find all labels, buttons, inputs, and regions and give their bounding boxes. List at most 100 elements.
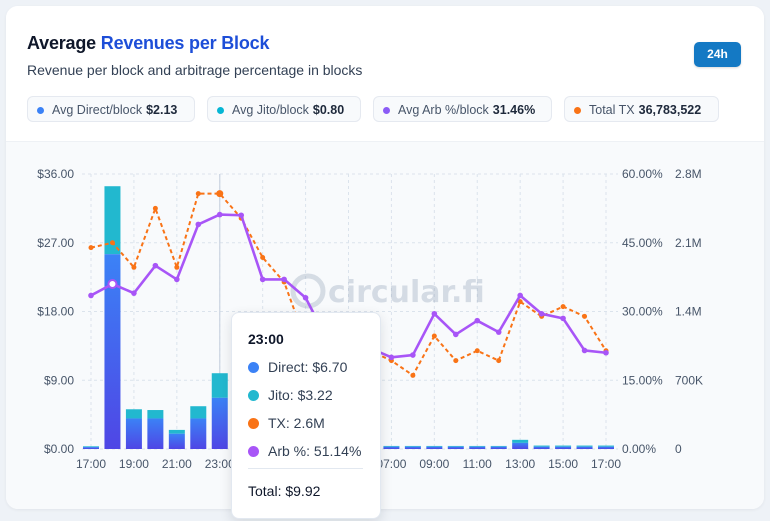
point-arb[interactable]	[495, 329, 502, 335]
bar-jito[interactable]	[190, 406, 207, 419]
bar-jito[interactable]	[83, 446, 99, 448]
bar-direct[interactable]	[512, 442, 529, 449]
y-tick-right-tx: 0	[675, 442, 682, 456]
stat-avg-arb: Avg Arb %/block 31.46%	[373, 96, 552, 122]
bar-direct[interactable]	[190, 418, 207, 449]
x-tick: 17:00	[591, 457, 621, 471]
point-arb[interactable]	[538, 310, 545, 317]
chart-title: Average Revenues per Block	[27, 33, 270, 53]
point-tx[interactable]	[260, 254, 266, 260]
point-arb[interactable]	[603, 349, 609, 356]
bar-jito[interactable]	[125, 409, 142, 419]
arb-dot-icon	[383, 107, 390, 114]
time-range-button[interactable]: 24h	[694, 42, 741, 67]
bar-direct[interactable]	[598, 446, 614, 449]
bar-jito[interactable]	[555, 445, 572, 447]
point-tx[interactable]	[431, 333, 437, 339]
stat-avg-direct: Avg Direct/block $2.13	[27, 96, 195, 122]
point-arb[interactable]	[474, 317, 481, 324]
point-arb[interactable]	[88, 292, 94, 299]
point-arb[interactable]	[452, 331, 459, 338]
point-tx[interactable]	[174, 264, 180, 270]
bar-jito[interactable]	[147, 410, 164, 419]
y-tick-left: $27.00	[37, 236, 74, 250]
bar-jito[interactable]	[533, 445, 550, 447]
y-tick-right-pct: 45.00%	[622, 236, 663, 250]
bar-direct[interactable]	[383, 446, 400, 449]
bar-jito[interactable]	[447, 445, 464, 447]
point-tx[interactable]	[560, 304, 566, 310]
bar-jito[interactable]	[576, 445, 593, 447]
bar-jito[interactable]	[211, 373, 228, 398]
chart-tooltip: 23:00 Direct: $6.70 Jito: $3.22 TX: 2.6M…	[231, 312, 381, 519]
point-tx[interactable]	[474, 348, 480, 354]
point-arb[interactable]	[238, 212, 245, 219]
bar-direct[interactable]	[490, 446, 507, 449]
point-tx[interactable]	[410, 372, 416, 378]
bar-direct[interactable]	[555, 446, 572, 449]
bar-jito[interactable]	[426, 445, 443, 447]
point-tx[interactable]	[195, 191, 201, 197]
y-tick-right-pct: 30.00%	[622, 305, 663, 319]
point-arb[interactable]	[174, 276, 180, 283]
y-tick-left: $9.00	[44, 373, 74, 387]
point-arb[interactable]	[410, 352, 416, 358]
tooltip-total: Total: $9.92	[248, 483, 321, 499]
tooltip-jito: Jito: $3.22	[248, 386, 333, 404]
point-arb[interactable]	[431, 310, 438, 317]
watermark: circular.fi	[290, 273, 485, 310]
bar-jito[interactable]	[469, 445, 486, 447]
point-arb[interactable]	[195, 221, 202, 228]
point-arb[interactable]	[152, 262, 159, 269]
bar-direct[interactable]	[104, 254, 121, 449]
bar-jito[interactable]	[168, 429, 185, 434]
point-tx[interactable]	[496, 358, 502, 364]
tooltip-direct: Direct: $6.70	[248, 358, 347, 376]
tooltip-time: 23:00	[248, 331, 284, 347]
tx-dot-icon	[574, 107, 581, 114]
point-tx[interactable]	[216, 190, 224, 198]
bar-direct[interactable]	[211, 397, 228, 449]
point-arb[interactable]	[581, 347, 588, 354]
bar-direct[interactable]	[168, 433, 185, 449]
point-arb[interactable]	[302, 294, 309, 301]
point-arb[interactable]	[560, 315, 566, 322]
bar-jito[interactable]	[598, 445, 614, 447]
bar-direct[interactable]	[404, 446, 421, 449]
point-tx[interactable]	[517, 299, 523, 305]
bar-jito[interactable]	[104, 186, 121, 255]
bar-jito[interactable]	[490, 445, 507, 447]
bar-jito[interactable]	[512, 439, 529, 443]
bar-jito[interactable]	[404, 445, 421, 447]
point-tx[interactable]	[109, 240, 115, 246]
point-arb[interactable]	[131, 290, 137, 296]
point-arb[interactable]	[517, 292, 523, 299]
bar-jito[interactable]	[383, 445, 400, 447]
point-arb[interactable]	[388, 354, 395, 361]
y-tick-right-pct: 0.00%	[622, 442, 656, 456]
point-arb[interactable]	[259, 276, 266, 283]
bar-direct[interactable]	[533, 446, 550, 449]
bar-direct[interactable]	[469, 446, 486, 449]
tooltip-arb: Arb %: 51.14%	[248, 442, 361, 460]
y-tick-left: $18.00	[37, 305, 74, 319]
bar-direct[interactable]	[447, 446, 464, 449]
y-tick-left: $0.00	[44, 442, 74, 456]
bar-direct[interactable]	[125, 418, 142, 449]
point-tx[interactable]	[152, 205, 158, 211]
tooltip-tx: TX: 2.6M	[248, 414, 325, 432]
bar-direct[interactable]	[426, 446, 443, 449]
point-tx[interactable]	[88, 245, 94, 251]
arb-dot-icon	[248, 446, 259, 457]
bar-direct[interactable]	[147, 418, 164, 449]
bar-direct[interactable]	[576, 446, 593, 449]
bar-direct[interactable]	[83, 447, 99, 449]
point-arb[interactable]	[107, 279, 118, 289]
chart-svg[interactable]: circular.fi $0.00 0.00% 0 $9.00 15.00% 700K $1…	[6, 6, 764, 509]
point-arb[interactable]	[216, 211, 223, 218]
point-tx[interactable]	[131, 264, 137, 270]
x-tick: 09:00	[419, 457, 449, 471]
point-arb[interactable]	[281, 276, 287, 283]
point-tx[interactable]	[582, 313, 588, 319]
point-tx[interactable]	[453, 358, 459, 364]
